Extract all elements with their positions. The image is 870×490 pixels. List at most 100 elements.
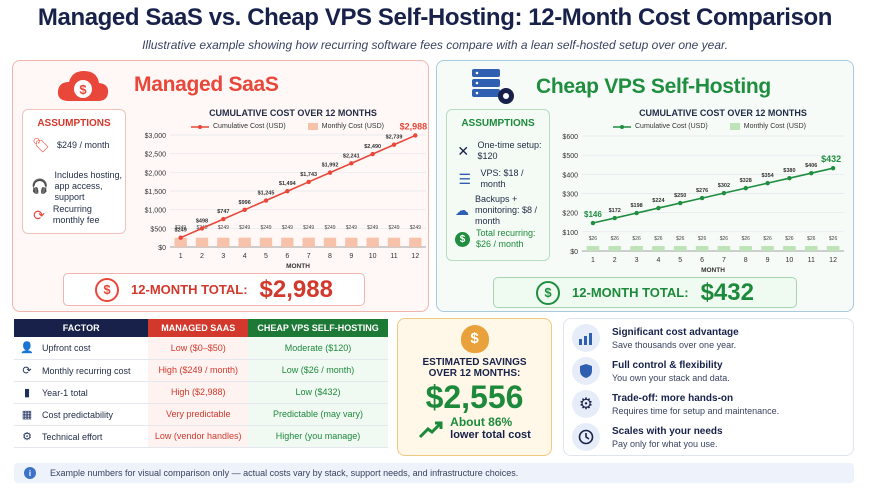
saas-chart: $0 $500 $1,000 $1,500 $2,000 $2,500 $3,000 $249… <box>145 121 428 270</box>
monthly-bar <box>366 237 379 247</box>
benefit-item: Full control & flexibility You own your s… <box>572 357 730 385</box>
bar-value-label: $26 <box>654 236 663 242</box>
cumulative-point <box>612 215 617 221</box>
person-icon: 👤 <box>20 342 34 355</box>
x-tick-label: 4 <box>243 253 247 260</box>
x-axis-label: MONTH <box>286 263 310 270</box>
legend-label: Monthly Cost (USD) <box>321 123 384 130</box>
assumption-item: ✕ One-time setup: $120 <box>455 140 549 162</box>
assumptions-title: ASSUMPTIONS <box>37 118 111 129</box>
price-tag-icon: 🏷 <box>32 137 50 153</box>
info-icon: i <box>24 467 36 479</box>
cumulative-point <box>263 198 269 203</box>
monthly-bar <box>826 246 840 251</box>
vps-cell: Low ($432) <box>248 381 388 404</box>
legend-label: Monthly Cost (USD) <box>743 123 806 130</box>
calendar-icon: ▦ <box>21 408 33 421</box>
benefits-panel: Significant cost advantage Save thousands… <box>563 318 854 456</box>
x-tick-label: 7 <box>307 253 311 260</box>
cumulative-value-label: $432 <box>821 154 841 164</box>
assumption-item: ☁ Backups + monitoring: $8 / month <box>455 194 549 227</box>
factor-label: Upfront cost <box>42 343 91 354</box>
x-tick-label: 4 <box>656 257 660 264</box>
footnote-text: Example numbers for visual comparison on… <box>50 468 519 478</box>
y-tick-label: $2,500 <box>145 152 167 159</box>
page-subtitle: Illustrative example showing how recurri… <box>142 38 728 52</box>
total-value: $2,988 <box>259 275 333 303</box>
monthly-bar <box>281 237 294 247</box>
monthly-bar <box>608 246 622 251</box>
bar-value-label: $26 <box>829 236 838 242</box>
table-row: ⟳ Monthly recurring cost High ($249 / mon… <box>14 359 388 382</box>
cumulative-point <box>349 161 354 166</box>
cumulative-value-label: $996 <box>239 200 251 206</box>
cumulative-point <box>743 185 748 191</box>
x-tick-label: 3 <box>635 257 639 264</box>
benefit-title: Scales with your needs <box>612 425 723 437</box>
saas-assumptions: ASSUMPTIONS 🏷 $249 / month 🎧 Includes ho… <box>22 109 126 234</box>
benefit-item: ⚙ Trade-off: more hands-on Requires time … <box>572 390 779 418</box>
cumulative-point <box>413 133 418 138</box>
benefit-title: Significant cost advantage <box>612 326 739 338</box>
savings-percent-label: lower total cost <box>450 429 531 441</box>
y-tick-label: $200 <box>562 211 578 218</box>
cumulative-value-label: $1,743 <box>300 172 317 178</box>
cumulative-point <box>306 179 311 185</box>
saas-total: $ 12-MONTH TOTAL: $2,988 <box>63 273 365 306</box>
bar-value-label: $249 <box>388 225 399 231</box>
vps-cell: Higher (you manage) <box>248 425 388 448</box>
saas-cell: High ($249 / month) <box>148 359 249 382</box>
legend-bar-swatch <box>307 123 318 130</box>
server-icon: ☰ <box>458 170 471 187</box>
bar-chart-icon: ▮ <box>23 386 31 399</box>
x-tick-label: 1 <box>591 257 595 264</box>
cumulative-value-label: $1,992 <box>322 163 339 169</box>
chart-legend: Cumulative Cost (USD) Monthly Cost (USD) <box>613 123 806 130</box>
cumulative-point <box>391 142 397 147</box>
factor-label: Technical effort <box>42 431 103 442</box>
assumption-text: Total recurring: $26 / month <box>476 228 536 249</box>
monthly-bar <box>302 237 315 247</box>
benefit-sub: Requires time for setup and maintenance. <box>612 405 780 416</box>
x-tick-label: 8 <box>328 253 332 260</box>
bar-value-label: $249 <box>303 225 314 231</box>
monthly-bar <box>217 237 230 247</box>
headset-icon: 🎧 <box>31 178 49 194</box>
x-tick-label: 12 <box>411 253 419 260</box>
bar-value-label: $249 <box>346 225 357 231</box>
cumulative-value-label: $747 <box>217 209 229 215</box>
saas-cell: Low (vendor handles) <box>148 425 249 448</box>
cumulative-point <box>721 190 727 196</box>
trend-chart-icon <box>572 324 600 352</box>
y-tick-label: $0 <box>570 249 578 256</box>
vps-cell: Moderate ($120) <box>248 337 388 360</box>
bar-value-label: $26 <box>589 236 598 242</box>
vps-assumptions: ASSUMPTIONS ✕ One-time setup: $120 ☰ VPS… <box>446 109 550 261</box>
assumption-item: 🏷 $249 / month <box>31 137 123 153</box>
saas-cell: High ($2,988) <box>148 381 249 404</box>
bar-value-label: $249 <box>324 225 335 231</box>
server-gear-icon <box>472 69 514 104</box>
assumption-item: ☰ VPS: $18 / month <box>455 168 549 190</box>
cumulative-point <box>656 205 661 211</box>
assumption-item: 🎧 Includes hosting, app access, support <box>31 170 123 203</box>
y-tick-label: $600 <box>562 134 578 141</box>
monthly-bar <box>238 237 251 247</box>
y-tick-label: $1,000 <box>145 208 167 215</box>
assumption-item: $ Total recurring: $26 / month <box>455 228 549 250</box>
savings-label: ESTIMATED SAVINGS <box>422 357 527 368</box>
vps-cell: Predictable (may vary) <box>248 403 388 426</box>
cumulative-value-label: $2,241 <box>343 153 360 159</box>
benefit-title: Full control & flexibility <box>612 359 723 371</box>
cumulative-value-label: $2,739 <box>386 135 403 141</box>
cumulative-point <box>242 207 247 213</box>
savings-card: $ ESTIMATED SAVINGS OVER 12 MONTHS: $2,5… <box>397 318 552 456</box>
table-header: FACTOR <box>14 319 149 337</box>
y-tick-label: $0 <box>158 245 166 252</box>
benefit-sub: You own your stack and data. <box>612 372 730 383</box>
table-row: ▦ Cost predictability Very predictable Pr… <box>14 403 388 426</box>
cumulative-value-label: $1,245 <box>258 191 275 197</box>
x-tick-label: 6 <box>700 257 704 264</box>
legend-line-swatch <box>613 124 631 129</box>
bar-value-label: $249 <box>218 225 229 231</box>
